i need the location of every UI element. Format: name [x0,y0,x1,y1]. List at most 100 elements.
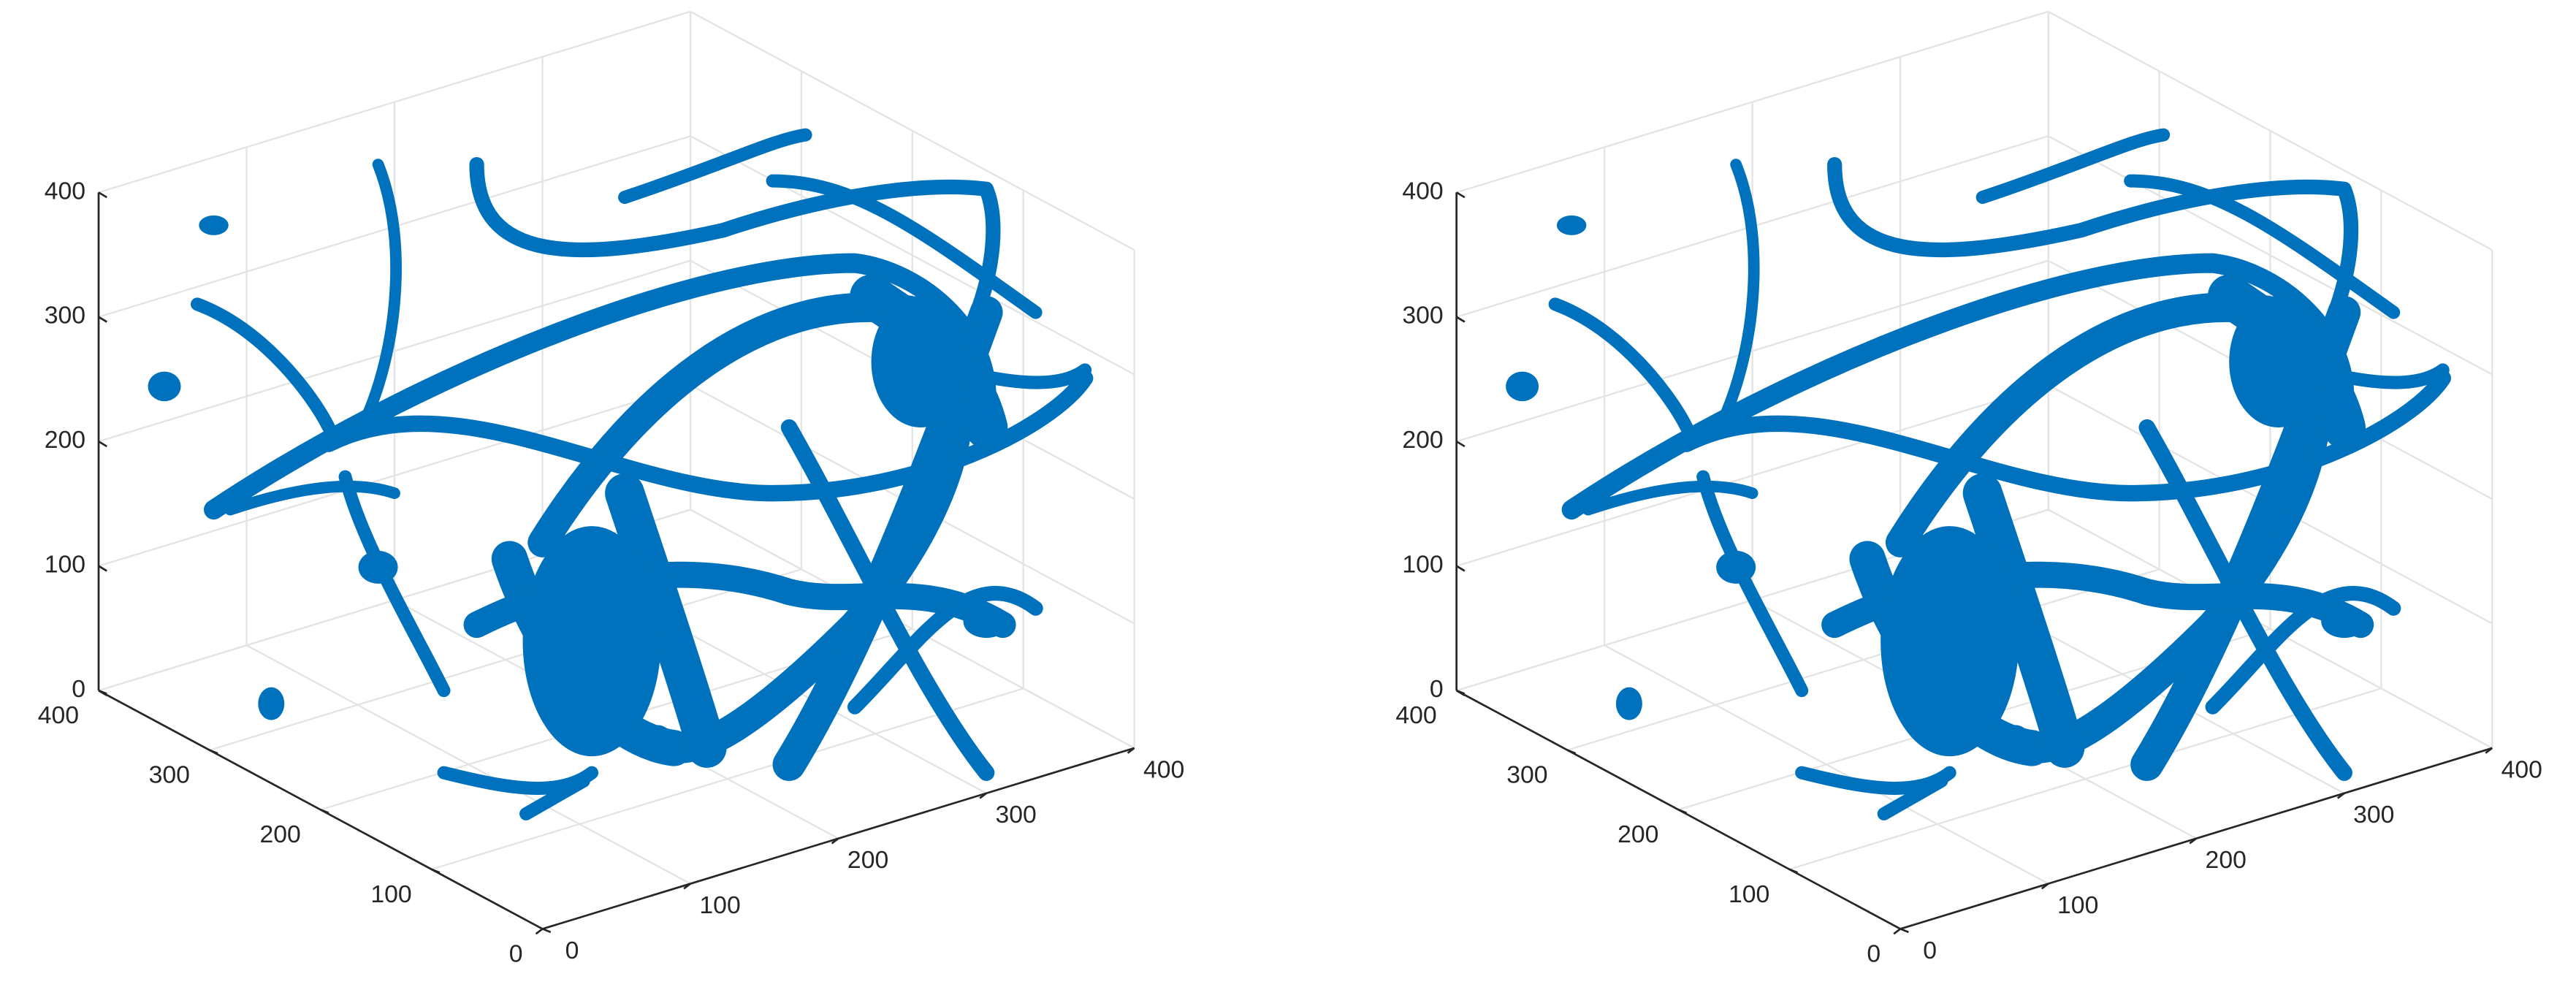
y-tick-label: 200 [1617,820,1658,848]
vessel [1827,156,2359,337]
x-tick-label: 0 [565,937,579,964]
grid-line [1567,568,2160,751]
z-tick [98,191,107,199]
vessel [1962,473,2085,768]
z-tick-label: 300 [1402,302,1443,330]
vessel [2205,585,2401,715]
vessel [320,370,1094,502]
point-cloud [148,128,1094,820]
y-tick-label: 100 [1729,880,1769,908]
z-tick [98,565,107,572]
vessel [780,419,995,781]
grid-line [209,568,802,751]
vessel-blob [522,526,661,757]
y-tick-label: 400 [1395,701,1436,729]
y-tick [1788,868,1799,874]
vessel [224,480,400,516]
vessel [1582,480,1758,516]
vessel [1975,128,2171,205]
x-axis [542,747,1135,930]
y-tick-label: 400 [38,701,79,729]
vessel [338,470,451,698]
x-tick [979,792,987,799]
vessel-blob [1506,371,1539,402]
grid-line [2048,135,2493,376]
z-tick [1455,565,1466,572]
x-tick [2040,883,2049,890]
grid-line [1456,384,2049,567]
vessel-blob [258,687,285,720]
vessel [847,585,1043,715]
vessel [605,473,727,768]
z-tick-label: 200 [1402,426,1443,454]
z-tick [1455,441,1466,448]
z-tick [98,689,107,697]
y-tick-label: 300 [1506,761,1547,789]
y-tick [1567,749,1577,755]
z-tick [1455,316,1466,323]
x-tick [1127,747,1135,754]
grid-line [690,135,1135,376]
grid-line [98,10,691,194]
x-tick-label: 200 [847,846,888,874]
z-tick [98,441,107,448]
vessel [766,174,1043,319]
x-tick-label: 100 [699,891,740,919]
y-tick [1899,928,1909,934]
vessel [1678,370,2451,502]
vessel-blob [963,605,1010,639]
z-tick-label: 400 [1402,177,1443,205]
vessel [437,766,599,820]
grid-line [2048,10,2493,251]
z-tick-label: 400 [45,177,85,205]
y-tick-label: 0 [1867,940,1880,967]
z-tick [1455,689,1466,697]
y-tick [209,749,218,755]
vessel-blob [2321,605,2368,639]
grid-line [690,508,1135,749]
vessel [1548,297,1693,435]
x-tick [683,883,691,890]
x-tick-label: 400 [2501,755,2542,783]
y-tick-label: 0 [509,940,523,967]
z-tick-label: 0 [72,675,85,703]
z-tick-label: 300 [45,302,85,330]
x-tick [535,928,544,935]
y-tick [320,809,329,815]
grid-line [1788,687,2382,870]
grid-line [690,10,1135,251]
vessel [1696,470,1809,698]
y-tick-label: 300 [149,761,190,789]
vessel-blob [1716,550,1756,584]
vessel [1713,159,1760,433]
z-tick-label: 0 [1430,675,1444,703]
point-cloud [1506,128,2451,820]
vessel [2124,174,2401,319]
x-tick-label: 0 [1923,937,1937,964]
grid-line [431,687,1024,870]
grid-line [2048,508,2493,749]
grid-line [98,259,691,443]
vessel [618,128,812,205]
vessel [356,159,402,433]
y-tick [431,868,441,874]
grid-line [1456,10,2049,194]
x-tick [831,837,839,845]
z-tick-label: 200 [45,426,85,454]
y-tick-label: 200 [259,820,300,848]
z-tick [98,316,107,323]
vessel [1795,766,1956,820]
vessel-blob [2229,296,2328,428]
vessel-blob [148,371,181,402]
x-tick-label: 300 [2353,801,2394,829]
y-tick [1677,809,1688,815]
x-tick-label: 100 [2057,891,2098,919]
x-tick-label: 300 [995,801,1036,829]
vessel [191,297,336,435]
y-tick-label: 100 [370,880,411,908]
vessel-blob [1615,687,1642,720]
